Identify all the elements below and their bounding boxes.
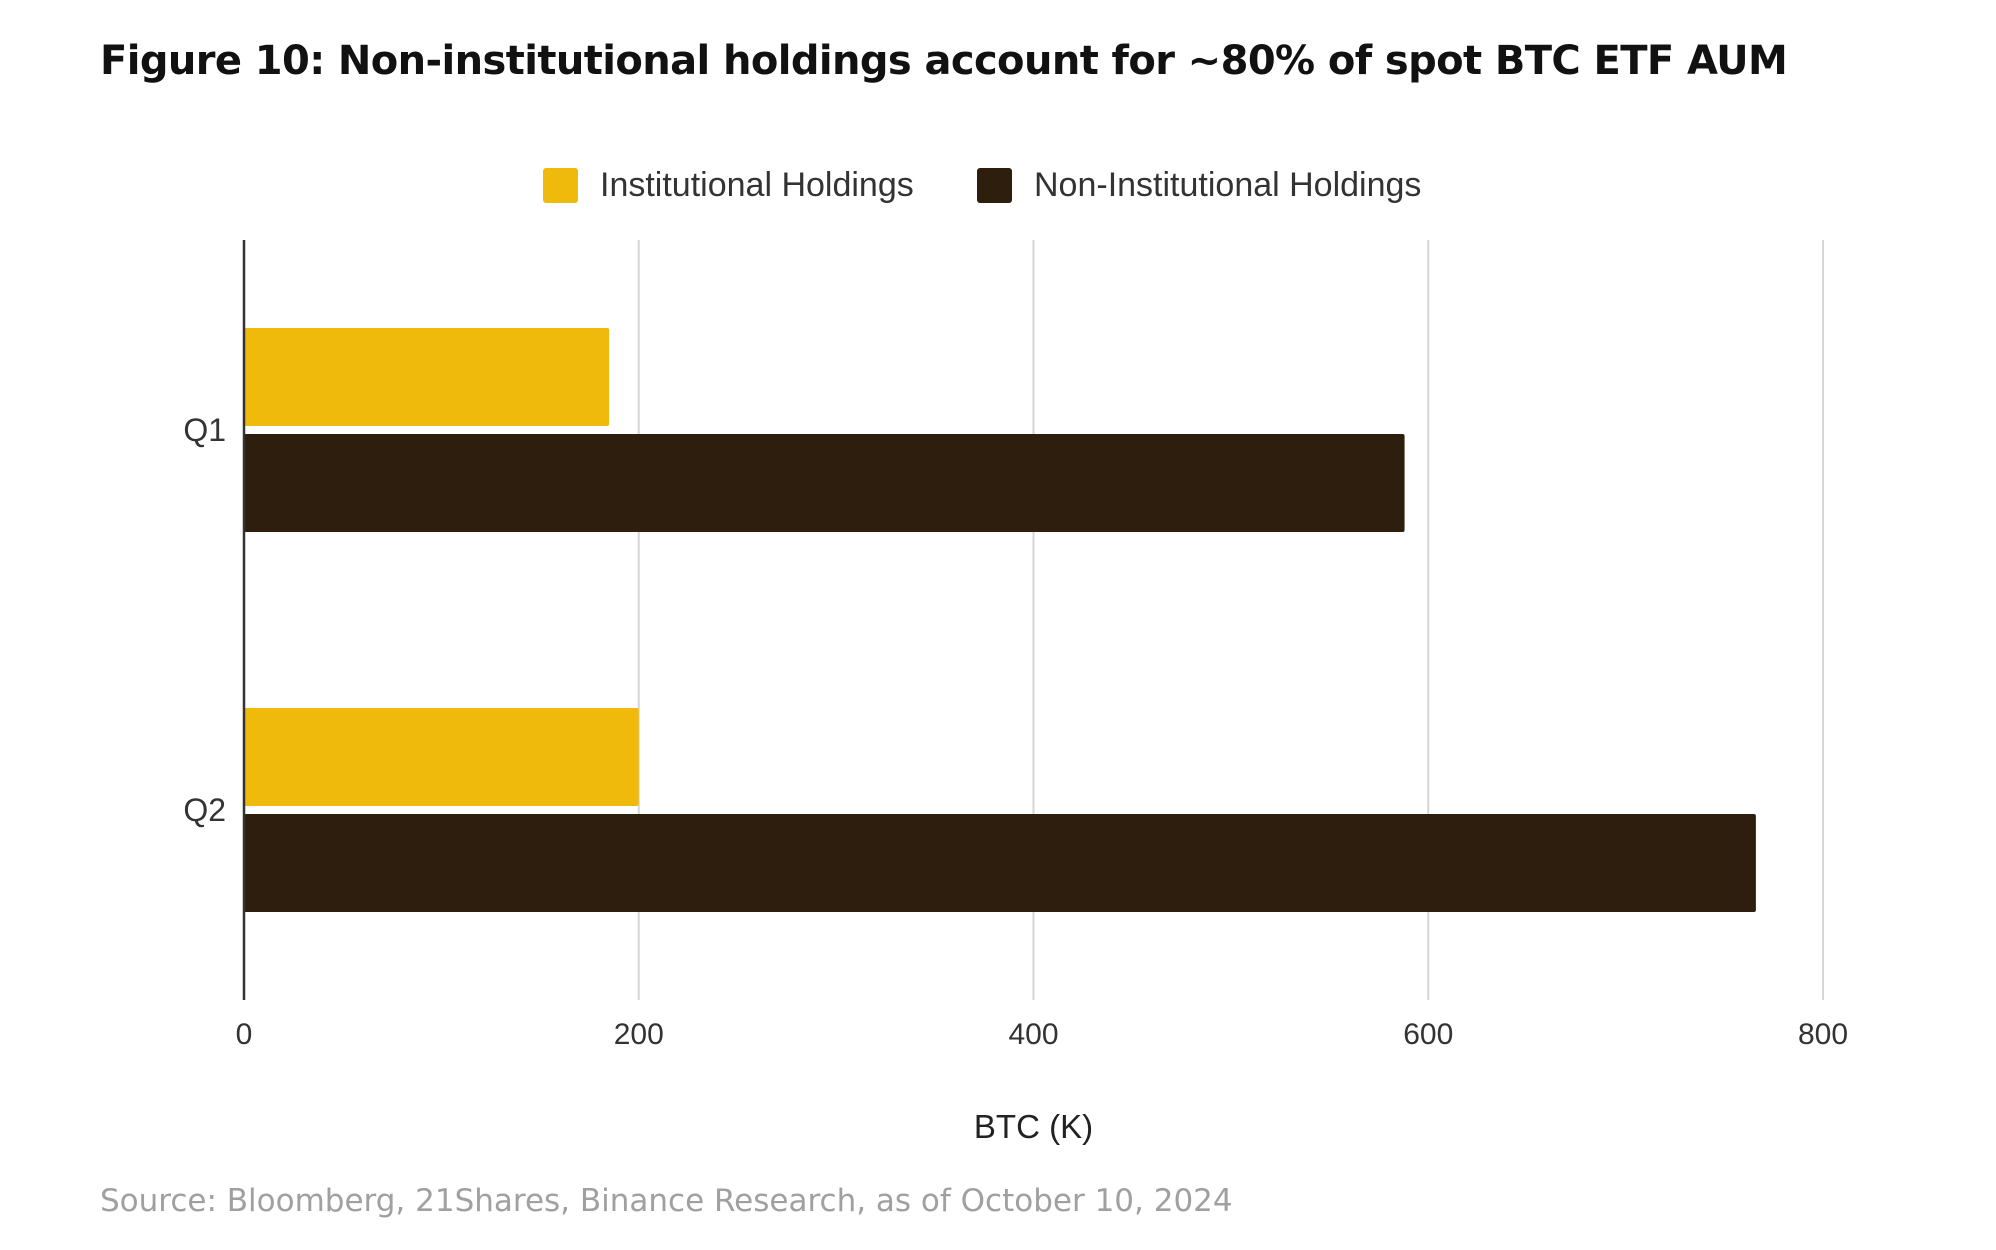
x-tick-label-800: 800 — [1798, 1018, 1848, 1051]
x-tick-label-200: 200 — [614, 1018, 664, 1051]
x-tick-label-600: 600 — [1403, 1018, 1453, 1051]
source-note: Source: Bloomberg, 21Shares, Binance Res… — [100, 1183, 1233, 1219]
bar-q2-non-institutional — [244, 814, 1756, 912]
bar-q2-institutional — [244, 708, 639, 806]
legend-item-non-institutional: Non-Institutional Holdings — [977, 160, 1421, 210]
legend-label-institutional: Institutional Holdings — [600, 165, 914, 204]
legend-swatch-institutional — [543, 167, 578, 203]
y-category-label-q2: Q2 — [183, 792, 226, 828]
chart-legend: Institutional Holdings Non-Institutional… — [0, 160, 1996, 210]
bar-q1-institutional — [244, 328, 610, 426]
x-tick-label-0: 0 — [236, 1018, 253, 1051]
x-tick-label-400: 400 — [1008, 1018, 1058, 1051]
legend-item-institutional: Institutional Holdings — [543, 160, 914, 210]
y-category-label-q1: Q1 — [183, 412, 226, 448]
legend-swatch-non-institutional — [977, 167, 1012, 203]
chart-title: Figure 10: Non-institutional holdings ac… — [100, 38, 1788, 84]
x-axis-title: BTC (K) — [974, 1108, 1093, 1145]
bar-q1-non-institutional — [244, 434, 1405, 532]
legend-label-non-institutional: Non-Institutional Holdings — [1034, 165, 1422, 204]
